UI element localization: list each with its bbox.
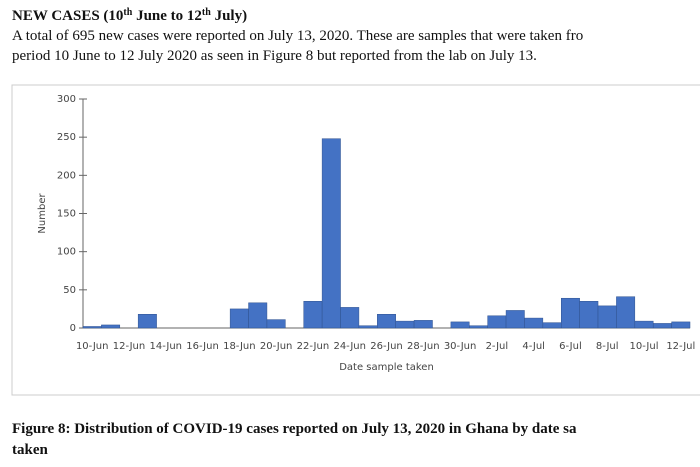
figure-frame xyxy=(11,84,700,396)
x-tick-label: 26-Jun xyxy=(370,341,403,352)
x-tick-label: 8-Jul xyxy=(596,341,619,352)
x-tick-label: 24-Jun xyxy=(333,341,366,352)
chart: 0 50 100 150 200 250 300 10-Jun 12-Jun 14-Jun 16-J… xyxy=(37,94,695,373)
paragraph-line: period 10 June to 12 July 2020 as seen i… xyxy=(12,48,537,64)
heading-text: June to 12 xyxy=(132,8,202,24)
bar xyxy=(652,323,672,329)
y-tick-label: 250 xyxy=(57,132,76,143)
bar xyxy=(358,325,378,329)
bar xyxy=(671,321,691,329)
bar xyxy=(560,297,580,329)
bar xyxy=(82,326,102,329)
x-tick-label: 10-Jun xyxy=(76,341,109,352)
bar xyxy=(303,301,323,329)
y-tick-label: 150 xyxy=(57,209,76,220)
x-tick-label: 12-Jun xyxy=(113,341,146,352)
heading-text: NEW CASES (10 xyxy=(12,8,123,24)
bar xyxy=(505,310,525,329)
bar xyxy=(266,319,286,329)
heading-sup: th xyxy=(202,7,211,18)
bar xyxy=(137,314,157,329)
bar xyxy=(469,325,488,329)
bar xyxy=(487,315,507,329)
bar xyxy=(340,307,360,329)
x-tick-label: 18-Jun xyxy=(223,341,256,352)
heading: NEW CASES (10th June to 12th July) xyxy=(12,7,247,24)
x-tick-label: 6-Jul xyxy=(559,341,582,352)
caption-line: taken xyxy=(12,442,48,458)
bar xyxy=(616,296,636,329)
bar xyxy=(524,317,544,329)
bar xyxy=(542,322,562,329)
bar xyxy=(229,308,249,329)
bar xyxy=(450,321,470,329)
bar xyxy=(579,301,599,329)
caption-line: Figure 8: Distribution of COVID-19 cases… xyxy=(12,421,577,437)
x-tick-label: 28-Jun xyxy=(407,341,440,352)
bar xyxy=(395,320,415,329)
bar xyxy=(634,320,654,329)
y-axis-title: Number xyxy=(37,193,48,234)
x-tick-label: 22-Jun xyxy=(297,341,330,352)
y-tick-label: 200 xyxy=(57,170,76,181)
bar xyxy=(321,138,341,329)
heading-sup: th xyxy=(123,7,132,18)
y-tick-label: 100 xyxy=(57,247,76,258)
bar xyxy=(597,305,617,329)
x-tick-label: 20-Jun xyxy=(260,341,293,352)
x-tick-label: 30-Jun xyxy=(444,341,477,352)
y-tick-label: 0 xyxy=(70,323,76,334)
paragraph-line: A total of 695 new cases were reported o… xyxy=(12,28,583,44)
x-tick-label: 16-Jun xyxy=(186,341,219,352)
x-axis-title: Date sample taken xyxy=(339,362,434,373)
bar xyxy=(377,314,396,329)
heading-text: July) xyxy=(211,8,247,24)
bar xyxy=(413,320,433,329)
x-tick-label: 14-Jun xyxy=(150,341,183,352)
bar xyxy=(101,324,121,329)
x-tick-label: 4-Jul xyxy=(522,341,545,352)
bar xyxy=(248,302,268,329)
x-tick-label: 2-Jul xyxy=(486,341,509,352)
x-tick-label: 12-Jul xyxy=(666,341,695,352)
x-tick-label: 10-Jul xyxy=(630,341,659,352)
y-tick-label: 50 xyxy=(63,285,76,296)
y-tick-label: 300 xyxy=(57,94,76,105)
